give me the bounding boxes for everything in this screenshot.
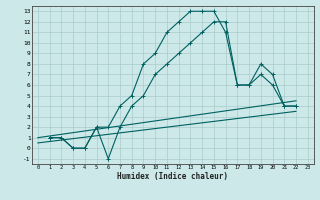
X-axis label: Humidex (Indice chaleur): Humidex (Indice chaleur) [117, 172, 228, 181]
